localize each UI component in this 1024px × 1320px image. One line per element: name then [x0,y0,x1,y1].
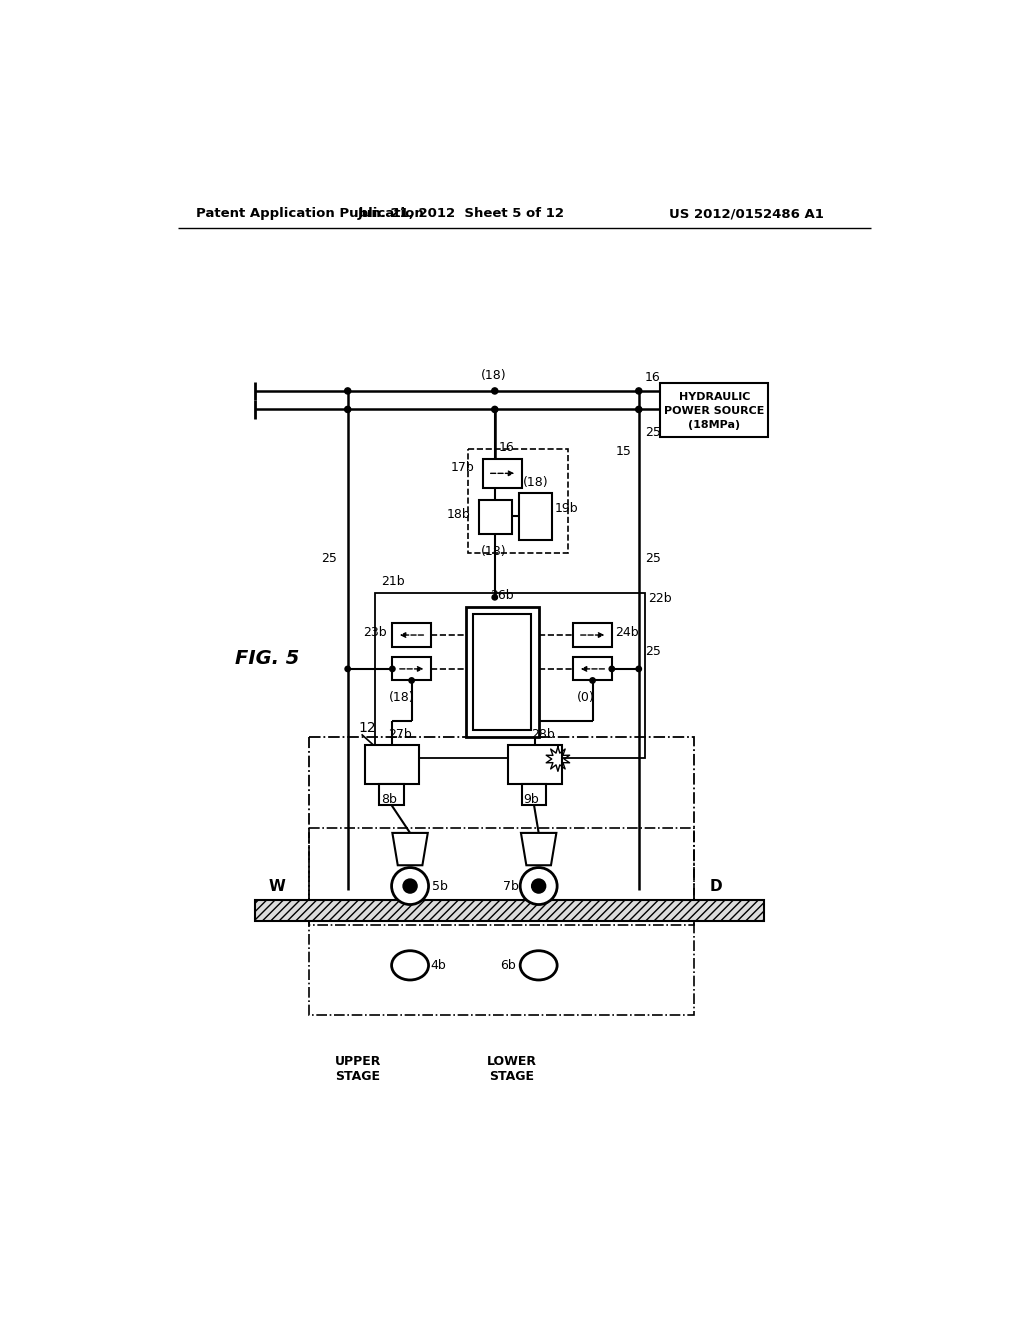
Text: 26b: 26b [489,589,513,602]
Bar [392,623,431,647]
Text: 16: 16 [499,441,514,454]
Text: UPPER
STAGE: UPPER STAGE [335,1056,381,1084]
Bar [508,744,562,784]
Circle shape [590,677,595,684]
Text: 23b: 23b [364,626,387,639]
Bar [660,383,768,437]
Bar [309,738,694,903]
Text: (18): (18) [481,370,507,381]
Text: 5b: 5b [432,879,447,892]
Circle shape [531,879,546,894]
Text: W: W [268,879,286,894]
Circle shape [636,407,642,413]
Bar [309,829,694,924]
Text: 4b: 4b [430,958,445,972]
Circle shape [636,388,642,395]
Bar [379,784,403,805]
Circle shape [492,388,498,395]
Text: HYDRAULIC: HYDRAULIC [679,392,750,403]
Circle shape [492,407,498,413]
Circle shape [636,667,641,672]
Text: 8b: 8b [381,792,396,805]
Text: 9b: 9b [523,792,539,805]
Circle shape [391,867,429,904]
Ellipse shape [520,950,557,979]
Text: FIG. 5: FIG. 5 [236,649,300,668]
Bar [255,900,764,921]
Circle shape [520,867,557,904]
Text: (18): (18) [388,690,414,704]
Text: 27b: 27b [388,727,413,741]
Bar [573,657,611,681]
Bar [468,449,568,553]
Polygon shape [392,833,428,866]
Text: 17b: 17b [451,462,475,474]
Bar [392,657,431,681]
Circle shape [345,667,350,672]
Bar [483,459,521,488]
Text: Jun. 21, 2012  Sheet 5 of 12: Jun. 21, 2012 Sheet 5 of 12 [358,207,565,220]
Bar [479,499,512,535]
Text: Patent Application Publication: Patent Application Publication [196,207,424,220]
Text: 25: 25 [321,552,337,565]
Text: POWER SOURCE: POWER SOURCE [664,407,764,416]
Text: D: D [710,879,722,894]
Circle shape [493,594,498,601]
Bar [573,623,611,647]
Text: 28b: 28b [531,727,555,741]
Circle shape [403,879,417,894]
Text: (18): (18) [481,545,507,557]
Text: 19b: 19b [555,502,579,515]
Text: 7b: 7b [503,879,519,892]
Bar [473,614,531,730]
Ellipse shape [391,950,429,979]
Circle shape [345,407,351,413]
Text: 18b: 18b [447,508,471,521]
Text: 25: 25 [645,426,660,440]
Circle shape [345,388,351,395]
Circle shape [409,677,415,684]
Circle shape [390,667,395,672]
Text: 22b: 22b [648,593,672,606]
Text: 15: 15 [615,445,632,458]
Text: 25: 25 [645,552,660,565]
Text: 6b: 6b [500,958,516,972]
Bar [519,494,552,540]
Text: 12: 12 [358,721,376,735]
Bar [466,607,539,738]
Text: (18MPa): (18MPa) [688,420,740,430]
Text: 25: 25 [645,644,660,657]
Bar [521,784,547,805]
Text: (0): (0) [578,690,595,704]
Text: 24b: 24b [614,626,639,639]
Bar [376,593,645,758]
Text: US 2012/0152486 A1: US 2012/0152486 A1 [669,207,823,220]
Polygon shape [521,833,556,866]
Text: LOWER
STAGE: LOWER STAGE [486,1056,537,1084]
Bar [309,919,694,1015]
Text: 16: 16 [645,371,660,384]
Text: 21b: 21b [382,576,406,589]
Text: (18): (18) [523,477,549,490]
Bar [366,744,419,784]
Circle shape [609,667,614,672]
